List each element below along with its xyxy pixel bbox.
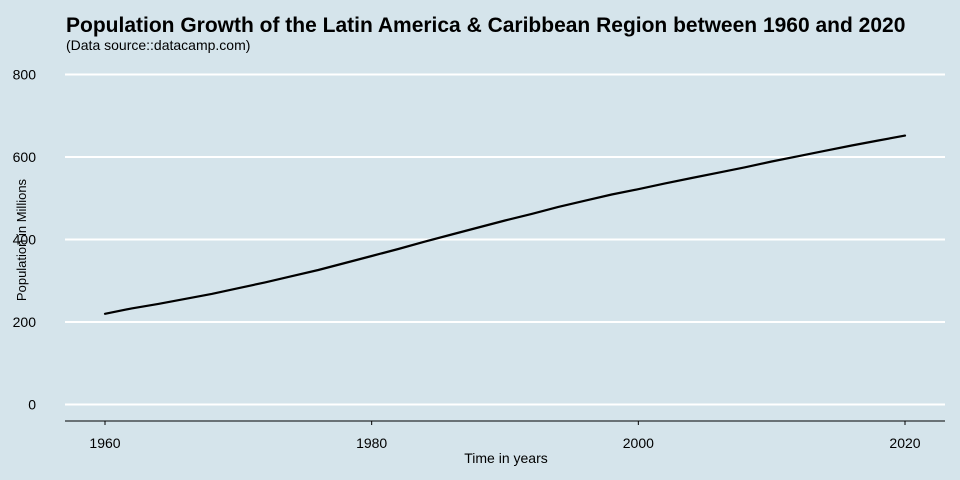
y-tick-label: 200 <box>13 314 37 330</box>
y-tick-label: 400 <box>13 232 37 248</box>
x-tick-label: 2020 <box>889 435 920 451</box>
x-tick-label: 1960 <box>89 435 120 451</box>
x-tick-labels: 1960 1980 2000 2020 <box>89 421 921 451</box>
population-line <box>103 134 907 315</box>
series-layer <box>103 134 907 315</box>
chart-title: Population Growth of the Latin America &… <box>66 14 906 37</box>
y-tick-labels: 0 200 400 600 800 <box>13 67 37 413</box>
y-axis-label: Population in Millions <box>14 178 29 301</box>
x-tick-label: 2000 <box>623 435 654 451</box>
y-tick-label: 0 <box>28 397 36 413</box>
y-tick-label: 800 <box>13 67 37 83</box>
chart-subtitle: (Data source::datacamp.com) <box>66 37 251 53</box>
gridlines <box>65 73 945 406</box>
y-tick-label: 600 <box>13 149 37 165</box>
x-axis-label: Time in years <box>464 450 548 466</box>
x-tick-label: 1980 <box>356 435 387 451</box>
